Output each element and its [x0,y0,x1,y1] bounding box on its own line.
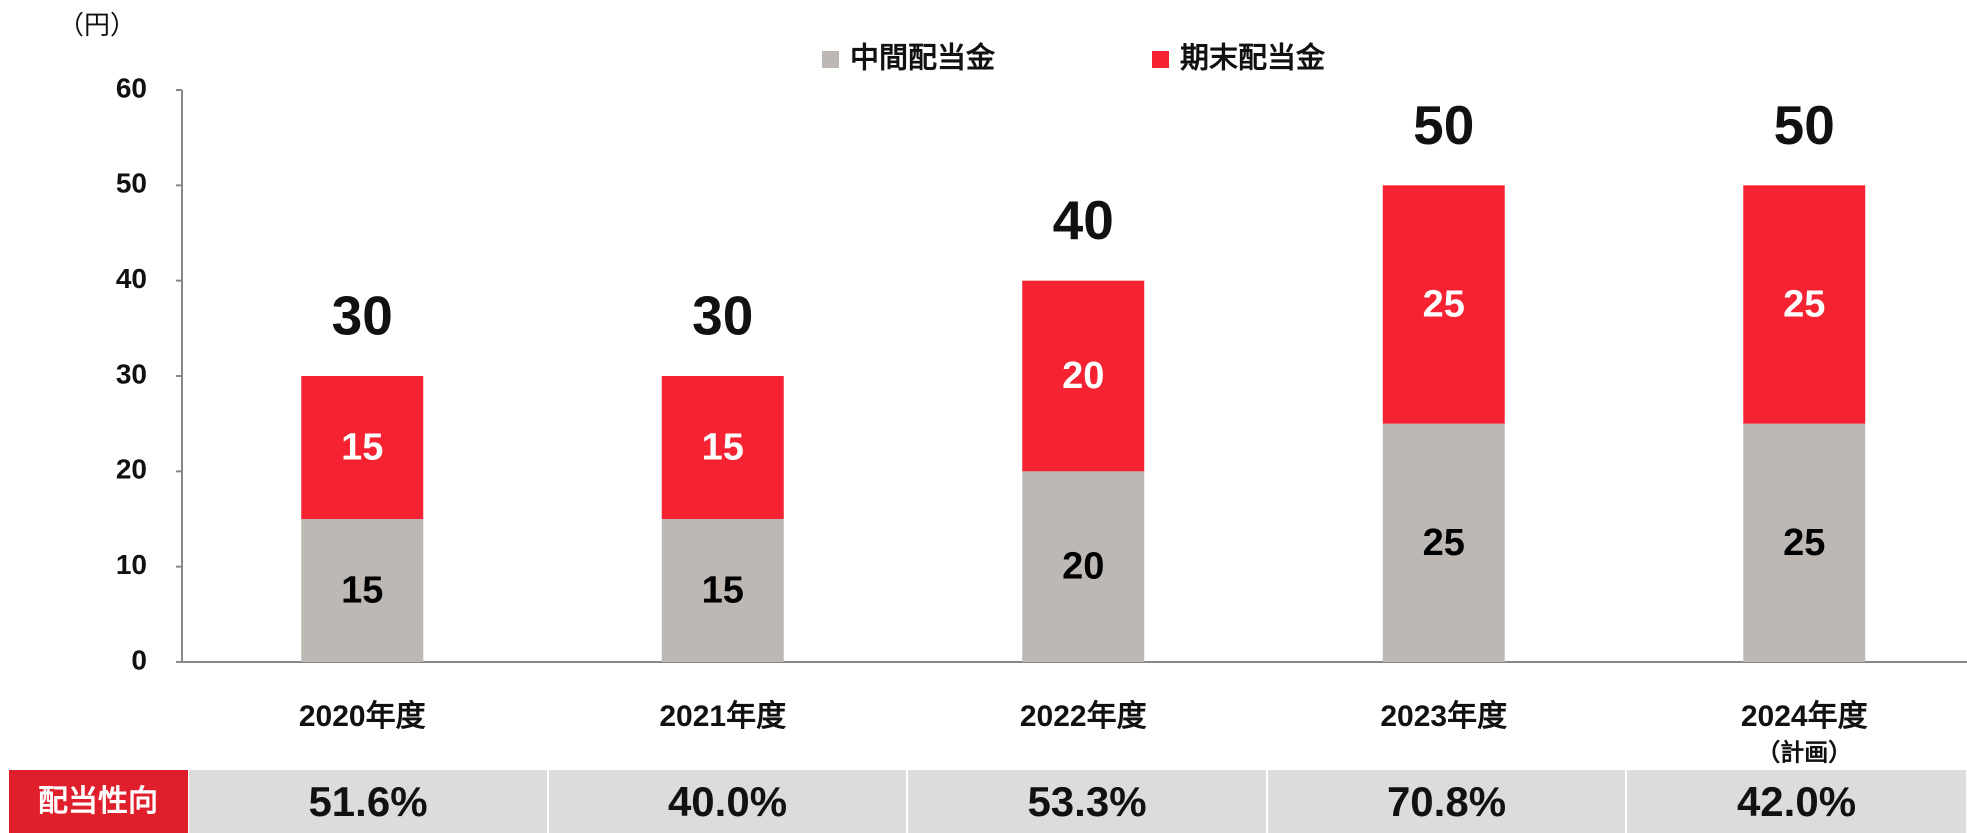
total-label: 50 [1413,94,1474,156]
legend-swatch [822,51,839,68]
segment-label: 15 [702,427,744,469]
segment-label: 25 [1423,522,1465,564]
bar-segment [1743,423,1866,662]
total-label: 30 [332,285,393,347]
segment-label: 15 [341,427,383,469]
table-value: 40.0% [668,778,787,825]
y-tick-label: 30 [116,358,147,389]
legend-swatch [1152,51,1169,68]
plan-note: （計画） [1756,738,1852,766]
table-value: 42.0% [1737,778,1856,825]
table-value: 70.8% [1387,778,1506,825]
y-tick-label: 10 [116,549,147,580]
bar-segment [1022,471,1145,662]
table-value: 53.3% [1027,778,1146,825]
segment-label: 20 [1062,546,1104,588]
table-value: 51.6% [308,778,427,825]
bar-segment [301,519,424,662]
y-axis-label: （円） [58,10,136,40]
bar-segment [301,376,424,519]
table-header-cell [9,770,188,833]
x-tick-label: 2024年度 [1741,700,1868,733]
table-header: 配当性向 [38,785,158,818]
total-label: 30 [692,285,753,347]
total-label: 50 [1774,94,1835,156]
table-cell [1268,770,1625,833]
segment-label: 15 [341,570,383,612]
bar-segment [1382,423,1505,662]
table-cell [1627,770,1966,833]
segment-label: 25 [1783,522,1825,564]
bar-segment [661,519,784,662]
y-tick-label: 50 [116,168,147,199]
bar-segment [1022,280,1145,472]
table-cell [549,770,906,833]
table-cell [908,770,1266,833]
x-tick-label: 2020年度 [299,700,426,733]
x-tick-label: 2021年度 [659,700,786,733]
x-tick-label: 2022年度 [1020,700,1147,733]
bar-segment [1382,185,1505,424]
bar-segment [661,376,784,519]
table-cell [189,770,547,833]
segment-label: 25 [1423,284,1465,326]
legend-label: 期末配当金 [1180,41,1326,75]
legend-label: 中間配当金 [850,41,996,75]
y-tick-label: 40 [116,263,147,294]
y-tick-label: 20 [116,454,147,485]
y-tick-label: 60 [116,72,147,103]
segment-label: 20 [1062,355,1104,397]
bar-segment [1743,185,1866,424]
x-tick-label: 2023年度 [1380,700,1507,733]
y-tick-label: 0 [131,644,147,675]
segment-label: 15 [702,570,744,612]
segment-label: 25 [1783,284,1825,326]
total-label: 40 [1053,189,1114,251]
